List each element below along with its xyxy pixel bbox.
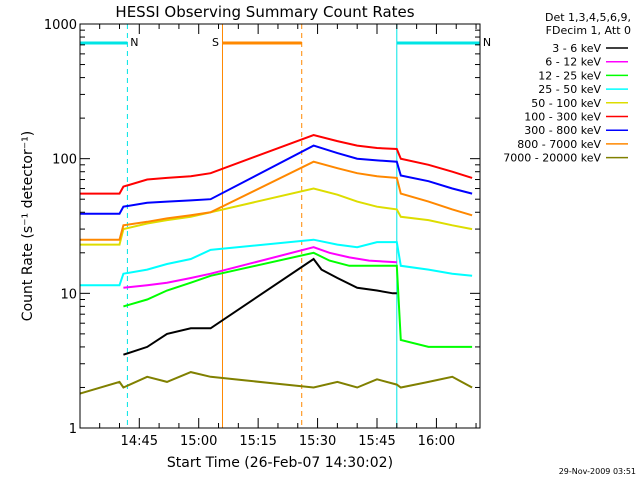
y-axis: 1 10 100 1000	[44, 18, 480, 437]
footer-timestamp: 29-Nov-2009 03:51	[559, 467, 636, 476]
legend-label: 12 - 25 keV	[538, 69, 601, 82]
y-tick-label: 100	[52, 153, 77, 168]
flag-label: S	[212, 36, 219, 49]
chart-title: HESSI Observing Summary Count Rates	[115, 3, 414, 21]
legend-label: 100 - 300 keV	[524, 111, 601, 124]
legend-label: 7000 - 20000 keV	[503, 152, 601, 165]
x-axis-label: Start Time (26-Feb-07 14:30:02)	[167, 455, 393, 471]
y-tick-label: 10	[60, 287, 77, 302]
plot-frame	[79, 23, 481, 429]
x-axis: 14:45 15:00 15:15 15:30 15:45 16:00	[99, 24, 477, 449]
flag-label: N	[483, 36, 491, 49]
series-line-2	[123, 251, 473, 348]
series-line-1	[123, 246, 397, 289]
x-tick-label: 15:30	[299, 434, 336, 449]
y-tick-label: 1	[69, 422, 77, 437]
series-line-3	[80, 238, 473, 287]
legend-label: 50 - 100 keV	[531, 97, 601, 110]
x-tick-label: 16:00	[418, 434, 455, 449]
series-line-4	[80, 187, 473, 246]
y-axis-label: Count Rate (s⁻¹ detector⁻¹)	[20, 131, 36, 321]
series-line-7	[80, 160, 473, 241]
legend-label: 800 - 7000 keV	[517, 138, 601, 151]
legend-title-line-1: Det 1,3,4,5,6,9,	[545, 11, 631, 24]
series-line-5	[80, 133, 473, 195]
series-line-8	[79, 371, 473, 395]
x-tick-label: 15:45	[358, 434, 395, 449]
x-tick-label: 14:45	[121, 434, 158, 449]
legend-label: 25 - 50 keV	[538, 83, 601, 96]
legend-label: 3 - 6 keV	[552, 42, 601, 55]
flag-label: N	[130, 36, 138, 49]
legend-title-line-2: FDecim 1, Att 0	[546, 24, 631, 37]
x-tick-label: 15:00	[180, 434, 217, 449]
legend-label: 6 - 12 keV	[545, 56, 601, 69]
y-tick-label: 1000	[44, 18, 77, 33]
legend-label: 300 - 800 keV	[524, 124, 601, 137]
series-line-0	[123, 257, 397, 356]
series-line-6	[80, 144, 473, 215]
x-tick-label: 15:15	[239, 434, 276, 449]
